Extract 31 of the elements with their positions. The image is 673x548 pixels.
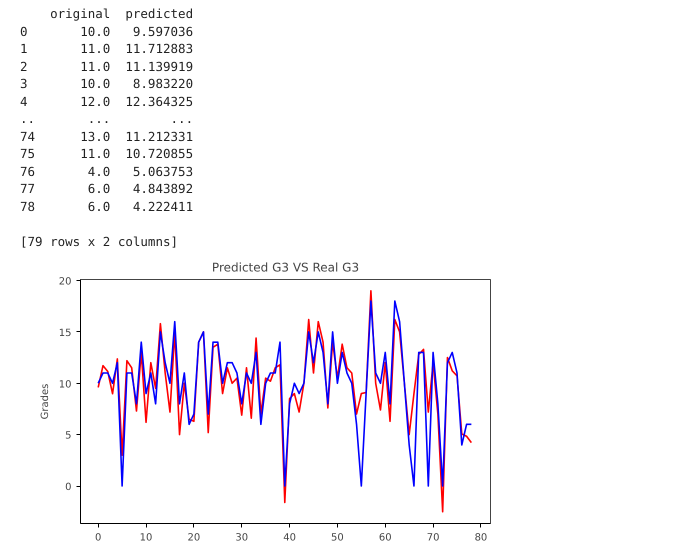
x-tick-label: 20 bbox=[188, 532, 200, 544]
text: 77 6.0 4.843892 bbox=[20, 181, 194, 196]
text: [79 rows x 2 columns] bbox=[20, 234, 178, 248]
y-tick-label: 0 bbox=[65, 482, 72, 493]
text: .. ... ... bbox=[20, 111, 194, 126]
line-series bbox=[97, 300, 472, 487]
x-tick-label: 80 bbox=[474, 532, 488, 544]
text: 1 11.0 11.712883 bbox=[20, 41, 194, 56]
text: 74 13.0 11.212331 bbox=[20, 128, 194, 144]
text: 3 10.0 8.983220 bbox=[20, 76, 194, 91]
x-tick-label: 10 bbox=[140, 532, 152, 544]
x-tick-label: 50 bbox=[331, 532, 344, 544]
x-tick-label: 40 bbox=[283, 532, 296, 544]
text: 4 12.0 12.364325 bbox=[20, 94, 194, 108]
x-tick-label: 0 bbox=[95, 532, 102, 544]
chart-title: Predicted G3 VS Real G3 bbox=[212, 260, 360, 274]
text: original predicted bbox=[50, 6, 194, 21]
x-tick-label: 70 bbox=[426, 532, 440, 544]
x-tick-label: 60 bbox=[378, 532, 392, 544]
y-tick-label: 5 bbox=[65, 430, 72, 442]
y-tick-label: 20 bbox=[58, 276, 72, 288]
line-series bbox=[97, 290, 472, 512]
text: 2 11.0 11.139919 bbox=[20, 58, 194, 74]
y-tick-label: 10 bbox=[58, 379, 72, 390]
y-tick-label: 15 bbox=[58, 328, 72, 339]
text: 75 11.0 10.720855 bbox=[20, 146, 194, 161]
x-tick-label: 30 bbox=[235, 532, 248, 544]
y-axis-title: Grades bbox=[40, 384, 51, 420]
text: 78 6.0 4.222411 bbox=[20, 198, 194, 214]
text: 76 4.0 5.063753 bbox=[20, 164, 194, 178]
text: 0 10.0 9.597036 bbox=[20, 24, 194, 38]
